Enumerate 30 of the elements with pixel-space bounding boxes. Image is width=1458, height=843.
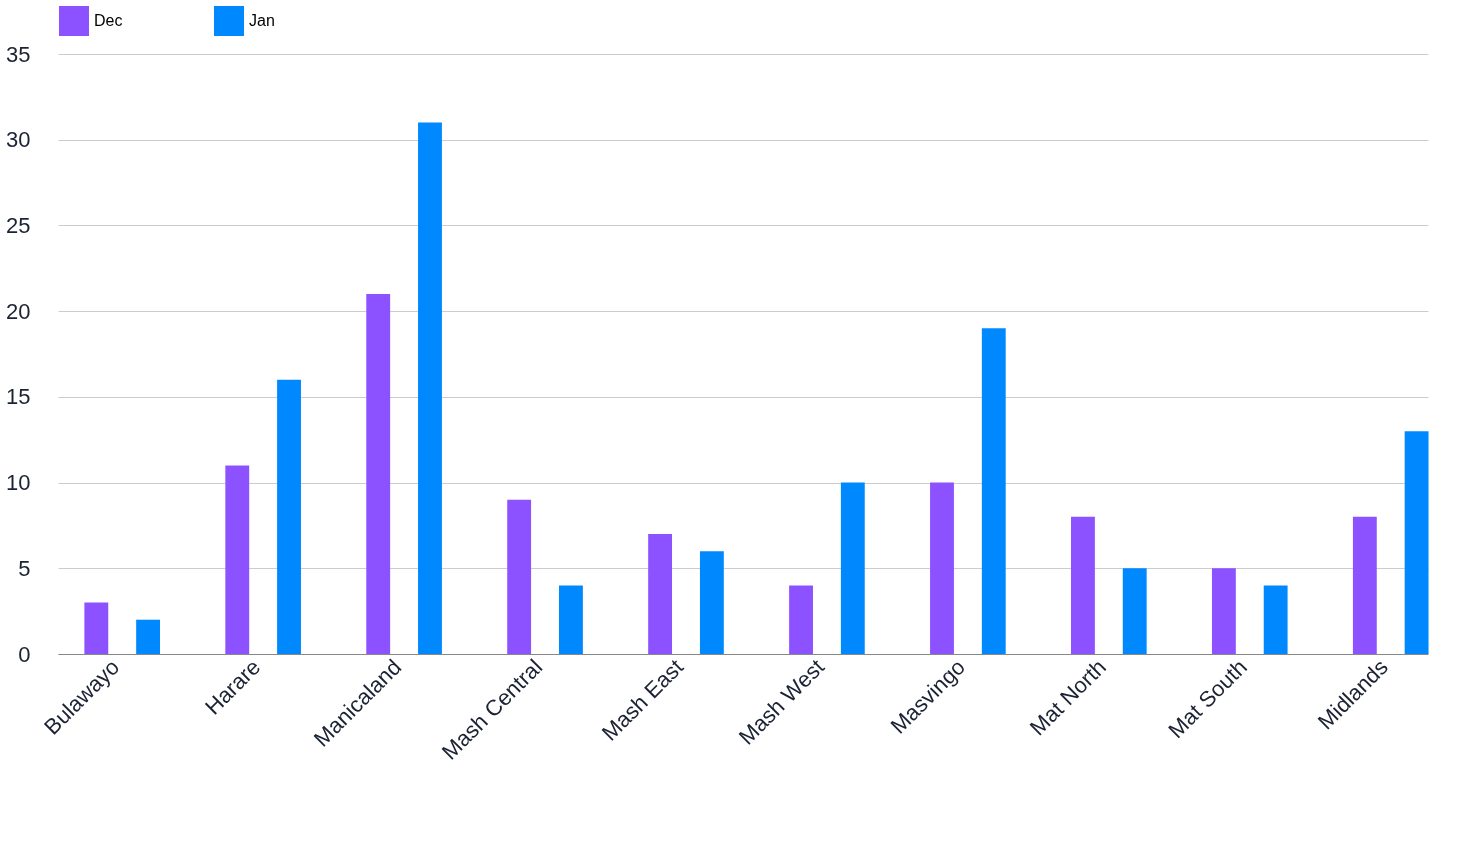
- bar: [648, 534, 673, 654]
- legend-label: Dec: [94, 12, 123, 29]
- bar: [1122, 568, 1147, 654]
- y-tick-label: 15: [6, 384, 31, 410]
- bar: [507, 499, 532, 654]
- bar: [981, 328, 1006, 654]
- bar: [789, 585, 813, 654]
- y-tick-label: 30: [6, 127, 31, 153]
- bar: [840, 482, 865, 654]
- y-tick-label: 0: [18, 641, 31, 667]
- bar: [366, 294, 391, 654]
- y-tick-label: 10: [6, 470, 31, 496]
- bar: [699, 551, 724, 654]
- bar: [1211, 568, 1236, 654]
- bar: [559, 585, 583, 654]
- bar: [930, 482, 954, 654]
- legend-label: Jan: [249, 12, 275, 29]
- bar: [1404, 431, 1429, 654]
- y-tick-label: 5: [18, 555, 31, 581]
- bar: [84, 602, 109, 654]
- bar: [1352, 516, 1377, 654]
- bar: [418, 122, 442, 654]
- y-tick-label: 25: [6, 212, 31, 238]
- bar: [136, 619, 161, 654]
- bar: [1263, 585, 1288, 654]
- bar: [277, 379, 301, 654]
- y-tick-label: 20: [6, 298, 31, 324]
- bar: [225, 465, 250, 654]
- bar: [1071, 516, 1095, 654]
- y-tick-label: 35: [6, 41, 31, 67]
